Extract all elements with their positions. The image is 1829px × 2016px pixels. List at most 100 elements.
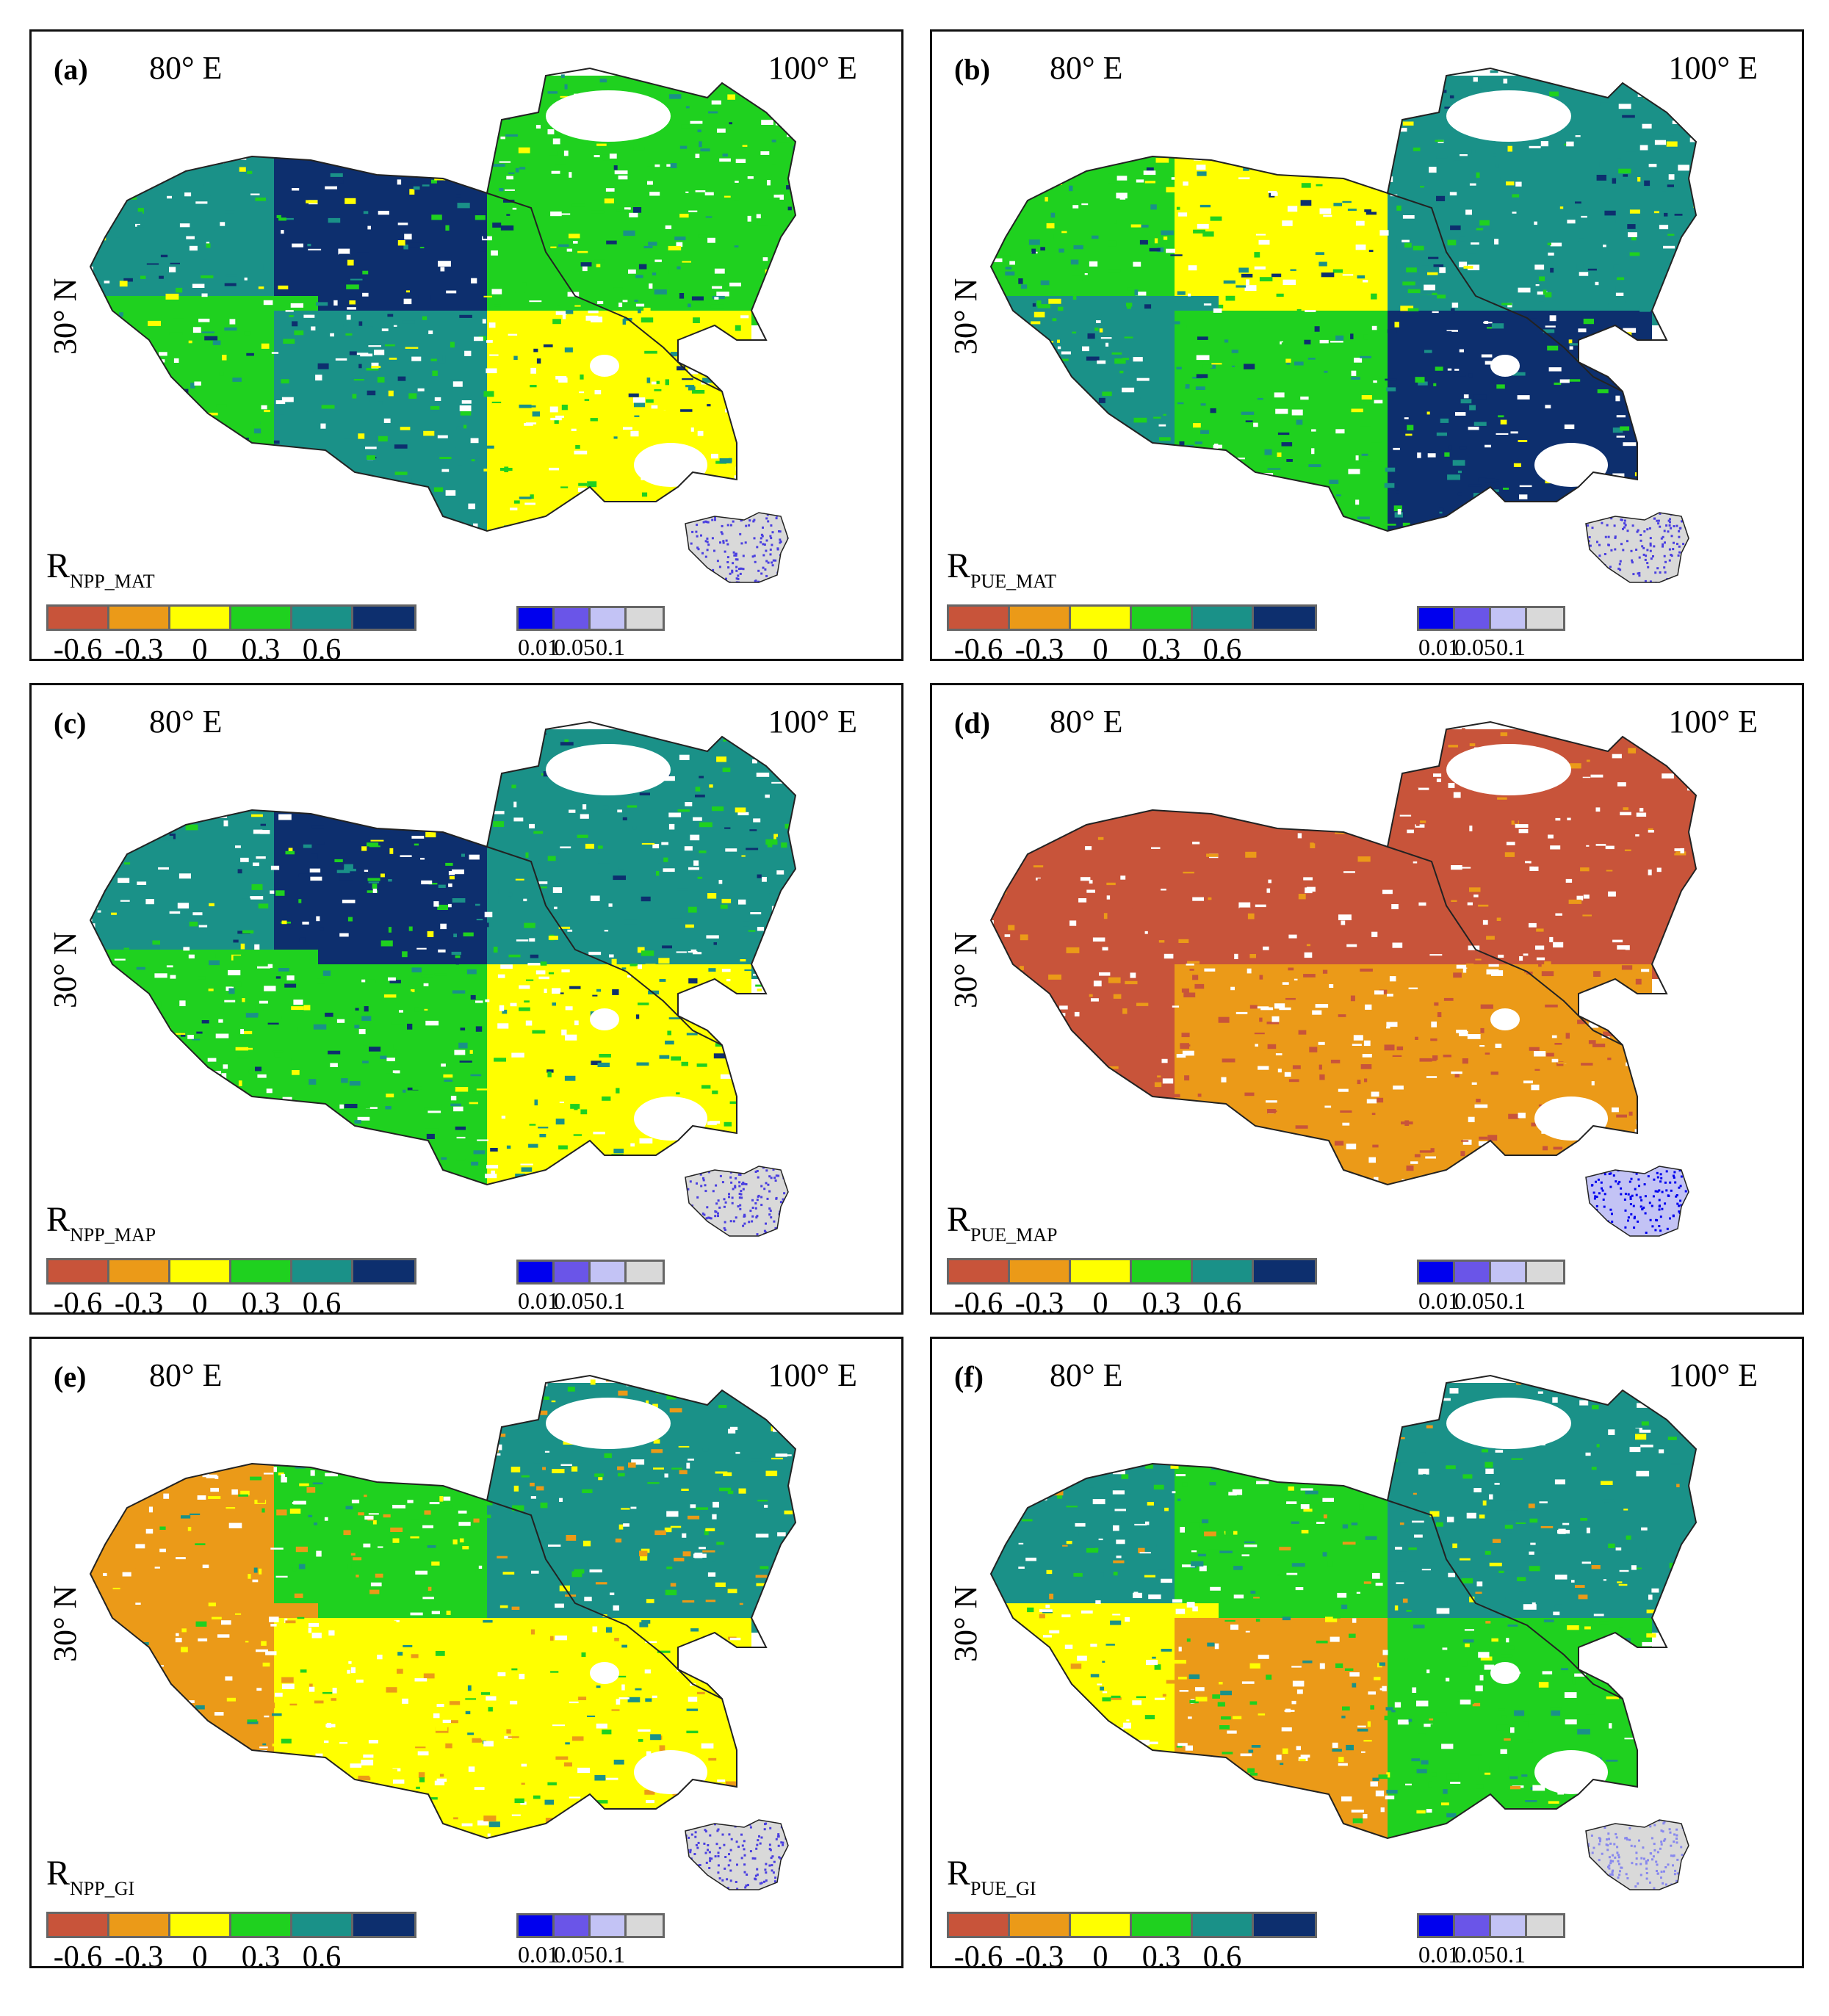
colorbar-swatch: [1254, 607, 1315, 629]
colorbar-tick: -0.6: [53, 1940, 103, 1968]
latitude-label: 30° N: [47, 278, 83, 355]
pvalue-swatch: [627, 1915, 663, 1936]
map-panel-e: (e) 80° E 100° E 30° N RNPP_GI -0.6 -0.3 0 0.3 0.…: [29, 1337, 903, 1968]
pvalue-swatch: [555, 1262, 591, 1282]
colorbar-tick: 0: [1092, 1287, 1108, 1315]
colorbar-tick: 0.3: [1141, 1940, 1181, 1968]
pvalue-swatch: [1419, 1262, 1455, 1282]
pvalue-swatch: [1419, 1915, 1455, 1936]
colorbar-swatch: [231, 607, 292, 629]
raster-c: [90, 722, 796, 1185]
province-boundary: [1387, 1500, 1623, 1699]
map-d: [989, 720, 1698, 1237]
pvalue-swatch: [591, 608, 627, 629]
colorbar-swatch: [292, 607, 353, 629]
panel-label: (e): [54, 1360, 87, 1393]
latitude-label: 30° N: [948, 931, 984, 1008]
correlation-label: RNPP_GI: [46, 1854, 135, 1899]
colorbar-swatch: [231, 1914, 292, 1936]
colorbar-tick: 0: [1092, 633, 1108, 661]
colorbar-tick: 0.6: [1202, 633, 1242, 661]
region-outline: [989, 1374, 1698, 1840]
colorbar-tick: 0.3: [241, 1940, 281, 1968]
raster-b: [991, 68, 1696, 531]
province-boundary: [486, 192, 723, 392]
zone-3: [1175, 311, 1410, 531]
pvalue-swatch: [591, 1262, 627, 1282]
colorbar-swatch: [353, 607, 414, 629]
correlation-colorbar: [46, 1258, 416, 1285]
pvalue-colorbar: [516, 1260, 665, 1285]
pvalue-swatch: [627, 1262, 663, 1282]
correlation-colorbar: [46, 1912, 416, 1938]
pvalue-swatch: [519, 1915, 555, 1936]
pvalue-tick: 0.05: [1454, 1941, 1496, 1968]
map-panel-a: (a) 80° E 100° E 30° N RNPP_MAT -0.6 -0.3 0 0.3 0…: [29, 29, 903, 661]
colorbar-swatch: [292, 1260, 353, 1282]
colorbar-tick: -0.6: [53, 633, 103, 661]
colorbar-tick: 0.3: [1141, 1287, 1181, 1315]
colorbar-swatch: [353, 1914, 414, 1936]
pvalue-tick: 0.05: [1454, 1287, 1496, 1314]
pvalue-swatch: [1455, 1915, 1491, 1936]
colorbar-tick: -0.3: [1014, 1287, 1064, 1315]
map-panel-b: (b) 80° E 100° E 30° N RPUE_MAT -0.6 -0.3 0 0.3 0…: [930, 29, 1804, 661]
pvalue-swatch: [555, 1915, 591, 1936]
colorbar-swatch: [1071, 1914, 1132, 1936]
region-outline: [89, 67, 797, 532]
longitude-label-right: 100° E: [768, 50, 857, 86]
correlation-colorbar: [947, 1258, 1317, 1285]
longitude-label-left: 80° E: [149, 1357, 223, 1393]
pvalue-tick: 0.1: [1496, 1287, 1526, 1314]
colorbar-tick: -0.6: [953, 1940, 1003, 1968]
colorbar-tick: -0.3: [1014, 1940, 1064, 1968]
significance-inset: [1585, 1166, 1689, 1237]
zone-5: [487, 1618, 751, 1838]
pvalue-swatch: [555, 608, 591, 629]
pvalue-tick: 0.1: [596, 1941, 625, 1968]
colorbar-swatch: [292, 1914, 353, 1936]
longitude-label-left: 80° E: [149, 704, 223, 740]
colorbar-tick: 0: [1092, 1940, 1108, 1968]
pvalue-tick: 0.01: [518, 1941, 559, 1968]
raster-d: [991, 722, 1696, 1185]
colorbar-tick: 0.3: [241, 1287, 281, 1315]
colorbar-swatch: [1010, 1260, 1071, 1282]
raster-a: [90, 68, 796, 531]
map-panel-f: (f) 80° E 100° E 30° N RPUE_GI -0.6 -0.3 0 0.3 0.…: [930, 1337, 1804, 1968]
colorbar-tick: 0.6: [302, 1940, 342, 1968]
significance-inset: [685, 512, 789, 583]
colorbar-swatch: [1071, 1260, 1132, 1282]
colorbar-swatch: [170, 1260, 231, 1282]
region-outline: [989, 67, 1698, 532]
colorbar-swatch: [1254, 1914, 1315, 1936]
colorbar-tick: -0.6: [953, 633, 1003, 661]
pvalue-swatch: [1491, 608, 1527, 629]
colorbar-swatch: [1193, 607, 1254, 629]
colorbar-swatch: [109, 1914, 170, 1936]
colorbar-tick: 0.3: [241, 633, 281, 661]
colorbar-swatch: [1010, 607, 1071, 629]
pvalue-colorbar: [1417, 606, 1565, 631]
pvalue-swatch: [1491, 1915, 1527, 1936]
correlation-label: RNPP_MAT: [46, 546, 155, 592]
colorbar-tick: -0.3: [114, 633, 164, 661]
pvalue-swatch: [591, 1915, 627, 1936]
colorbar-tick: 0: [192, 1287, 208, 1315]
zone-5: [1388, 1618, 1652, 1838]
correlation-label: RPUE_GI: [947, 1854, 1036, 1899]
longitude-label-right: 100° E: [1668, 50, 1758, 86]
colorbar-tick: -0.6: [953, 1287, 1003, 1315]
longitude-label-right: 100° E: [1668, 1357, 1758, 1393]
pvalue-tick: 0.1: [596, 1287, 625, 1314]
colorbar-tick: -0.3: [114, 1287, 164, 1315]
colorbar-swatch: [170, 607, 231, 629]
latitude-label: 30° N: [47, 1585, 83, 1662]
colorbar-tick: 0: [192, 1940, 208, 1968]
colorbar-swatch: [1132, 607, 1193, 629]
raster-f: [991, 1376, 1696, 1838]
colorbar-swatch: [48, 1260, 109, 1282]
zone-3: [1175, 1618, 1410, 1838]
pvalue-tick: 0.1: [596, 634, 625, 660]
province-boundary: [1387, 846, 1623, 1046]
